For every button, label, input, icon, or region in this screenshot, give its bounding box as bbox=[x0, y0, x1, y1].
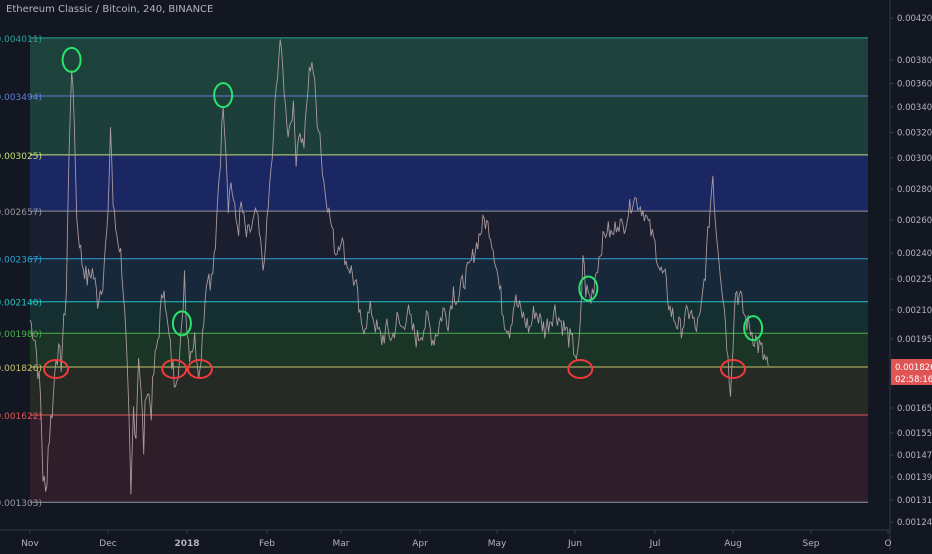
price-series bbox=[29, 39, 769, 495]
time-tick-label: Sep bbox=[803, 539, 820, 549]
time-tick-label: Mar bbox=[333, 539, 350, 549]
time-tick-label: O bbox=[884, 539, 891, 549]
time-tick-label: Nov bbox=[21, 539, 39, 549]
price-tick-label: 0.001240 bbox=[897, 518, 932, 528]
fib-band bbox=[30, 415, 868, 503]
current-price-value: 0.001826 bbox=[895, 363, 932, 373]
fib-level-label: (0.004011) bbox=[0, 35, 42, 45]
bottom-annotation-circle bbox=[43, 359, 69, 379]
bottom-annotation-circle bbox=[567, 359, 594, 379]
bottom-annotation-circle bbox=[186, 359, 213, 379]
fib-bands bbox=[30, 37, 868, 503]
fib-level-label: (0.001303) bbox=[0, 499, 42, 509]
top-annotation-circle bbox=[213, 82, 234, 109]
fib-band bbox=[30, 154, 868, 212]
current-price-badge bbox=[891, 359, 932, 385]
time-tick-label: May bbox=[488, 539, 507, 549]
fib-level-label: (0.001980) bbox=[0, 330, 42, 340]
time-tick-label: 2018 bbox=[174, 539, 199, 549]
bottom-annotation-circle bbox=[720, 359, 746, 379]
fib-level-label: (0.003025) bbox=[0, 152, 42, 162]
price-line bbox=[29, 39, 769, 495]
fib-level-label: (0.002140) bbox=[0, 299, 42, 309]
top-annotation-circle bbox=[743, 315, 764, 342]
fib-levels: (0.004011) (0.003494) (0.003025) (0.002657)… bbox=[0, 35, 868, 509]
top-annotation-circle bbox=[61, 46, 82, 73]
fib-level-label: (0.003494) bbox=[0, 93, 42, 103]
bottom-annotation-circle bbox=[161, 359, 188, 379]
bar-countdown: 02:58:16 bbox=[895, 375, 932, 385]
fib-band bbox=[30, 258, 868, 302]
fib-level-label: (0.001826) bbox=[0, 364, 42, 374]
top-annotation-circle bbox=[171, 310, 192, 337]
time-tick-label: Aug bbox=[724, 539, 742, 549]
chart-title: Ethereum Classic / Bitcoin, 240, BINANCE bbox=[6, 4, 214, 15]
annotation-circles bbox=[43, 46, 764, 379]
fib-band bbox=[30, 367, 868, 415]
time-tick-label: Dec bbox=[99, 539, 116, 549]
time-tick-label: Feb bbox=[259, 539, 275, 549]
top-annotation-circle bbox=[578, 275, 599, 302]
time-tick-label: Jun bbox=[567, 539, 582, 549]
fib-level-label: (0.002367) bbox=[0, 256, 42, 266]
fib-band bbox=[30, 211, 868, 259]
fib-level-label: (0.001622) bbox=[0, 412, 42, 422]
time-tick-label: Apr bbox=[412, 539, 428, 549]
time-axis[interactable]: Nov Dec 2018 Feb Mar Apr May Jun Jul Aug Sep O bbox=[0, 529, 892, 549]
fib-level-label: (0.002657) bbox=[0, 208, 42, 218]
fib-band bbox=[30, 95, 868, 155]
current-price-label: 0.001826 02:58:16 bbox=[891, 359, 932, 385]
time-tick-label: Jul bbox=[649, 539, 661, 549]
fib-band bbox=[30, 37, 868, 96]
